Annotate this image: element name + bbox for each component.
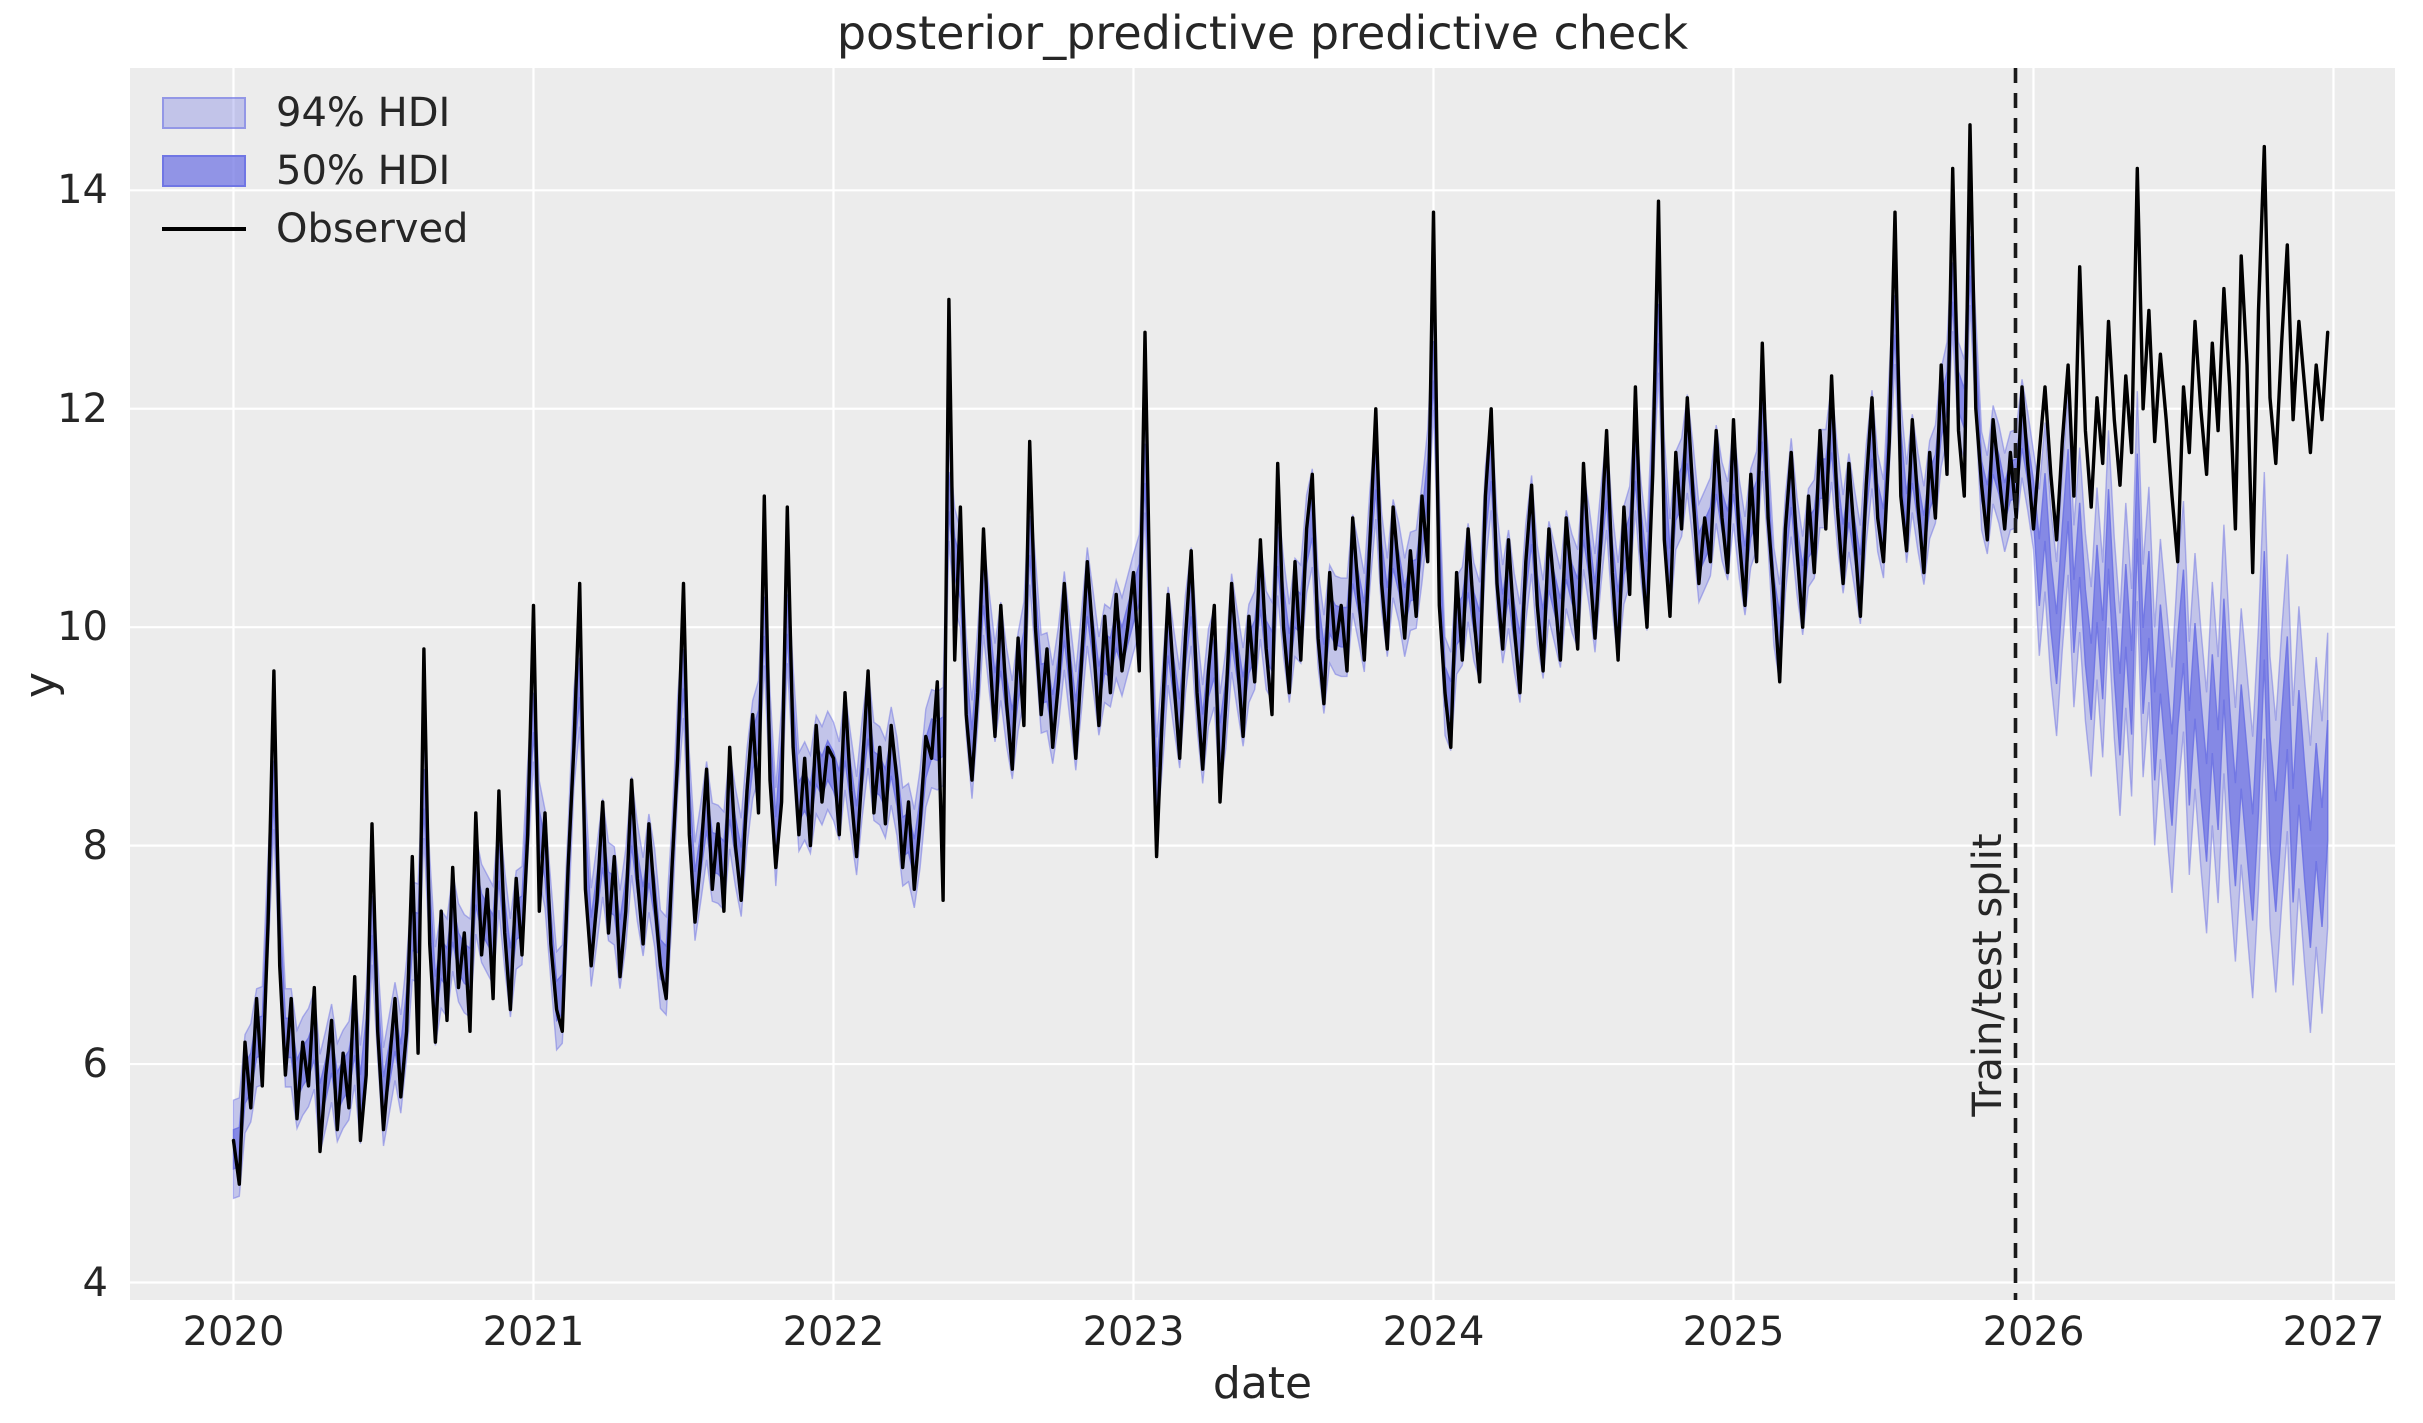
chart-title: posterior_predictive predictive check <box>836 6 1689 60</box>
hdi94-swatch-icon <box>162 97 246 129</box>
x-tick-label: 2022 <box>782 1309 885 1355</box>
x-tick-label: 2027 <box>2282 1309 2385 1355</box>
x-tick-label: 2023 <box>1082 1309 1185 1355</box>
legend-label: 94% HDI <box>276 90 451 136</box>
plot-area <box>130 68 2395 1300</box>
legend-item-hdi94: 94% HDI <box>162 84 468 142</box>
x-tick-label: 2024 <box>1382 1309 1485 1355</box>
y-tick-label: 12 <box>57 385 108 432</box>
x-axis-label: date <box>1212 1358 1313 1409</box>
x-tick-label: 2021 <box>482 1309 585 1355</box>
legend-item-hdi50: 50% HDI <box>162 142 468 200</box>
hdi50-band <box>232 236 2329 1170</box>
y-tick-label: 4 <box>82 1259 108 1306</box>
x-tick-label: 2025 <box>1682 1309 1785 1355</box>
x-tick-label: 2020 <box>182 1309 285 1355</box>
y-tick-label: 8 <box>82 822 108 869</box>
legend: 94% HDI 50% HDI Observed <box>162 84 468 258</box>
y-tick-label: 6 <box>82 1041 108 1088</box>
y-tick-label: 14 <box>57 167 108 214</box>
hdi50-swatch-icon <box>162 155 246 187</box>
observed-line-swatch-icon <box>162 213 246 245</box>
chart-canvas <box>130 68 2395 1300</box>
legend-label: 50% HDI <box>276 148 451 194</box>
y-tick-label: 10 <box>57 604 108 651</box>
observed-line <box>231 123 2330 1186</box>
legend-item-observed: Observed <box>162 200 468 258</box>
y-axis-label: y <box>15 671 66 699</box>
legend-label: Observed <box>276 206 469 252</box>
x-tick-label: 2026 <box>1982 1309 2085 1355</box>
train-test-split-label: Train/test split <box>1965 833 2011 1117</box>
hdi94-band <box>232 206 2329 1200</box>
